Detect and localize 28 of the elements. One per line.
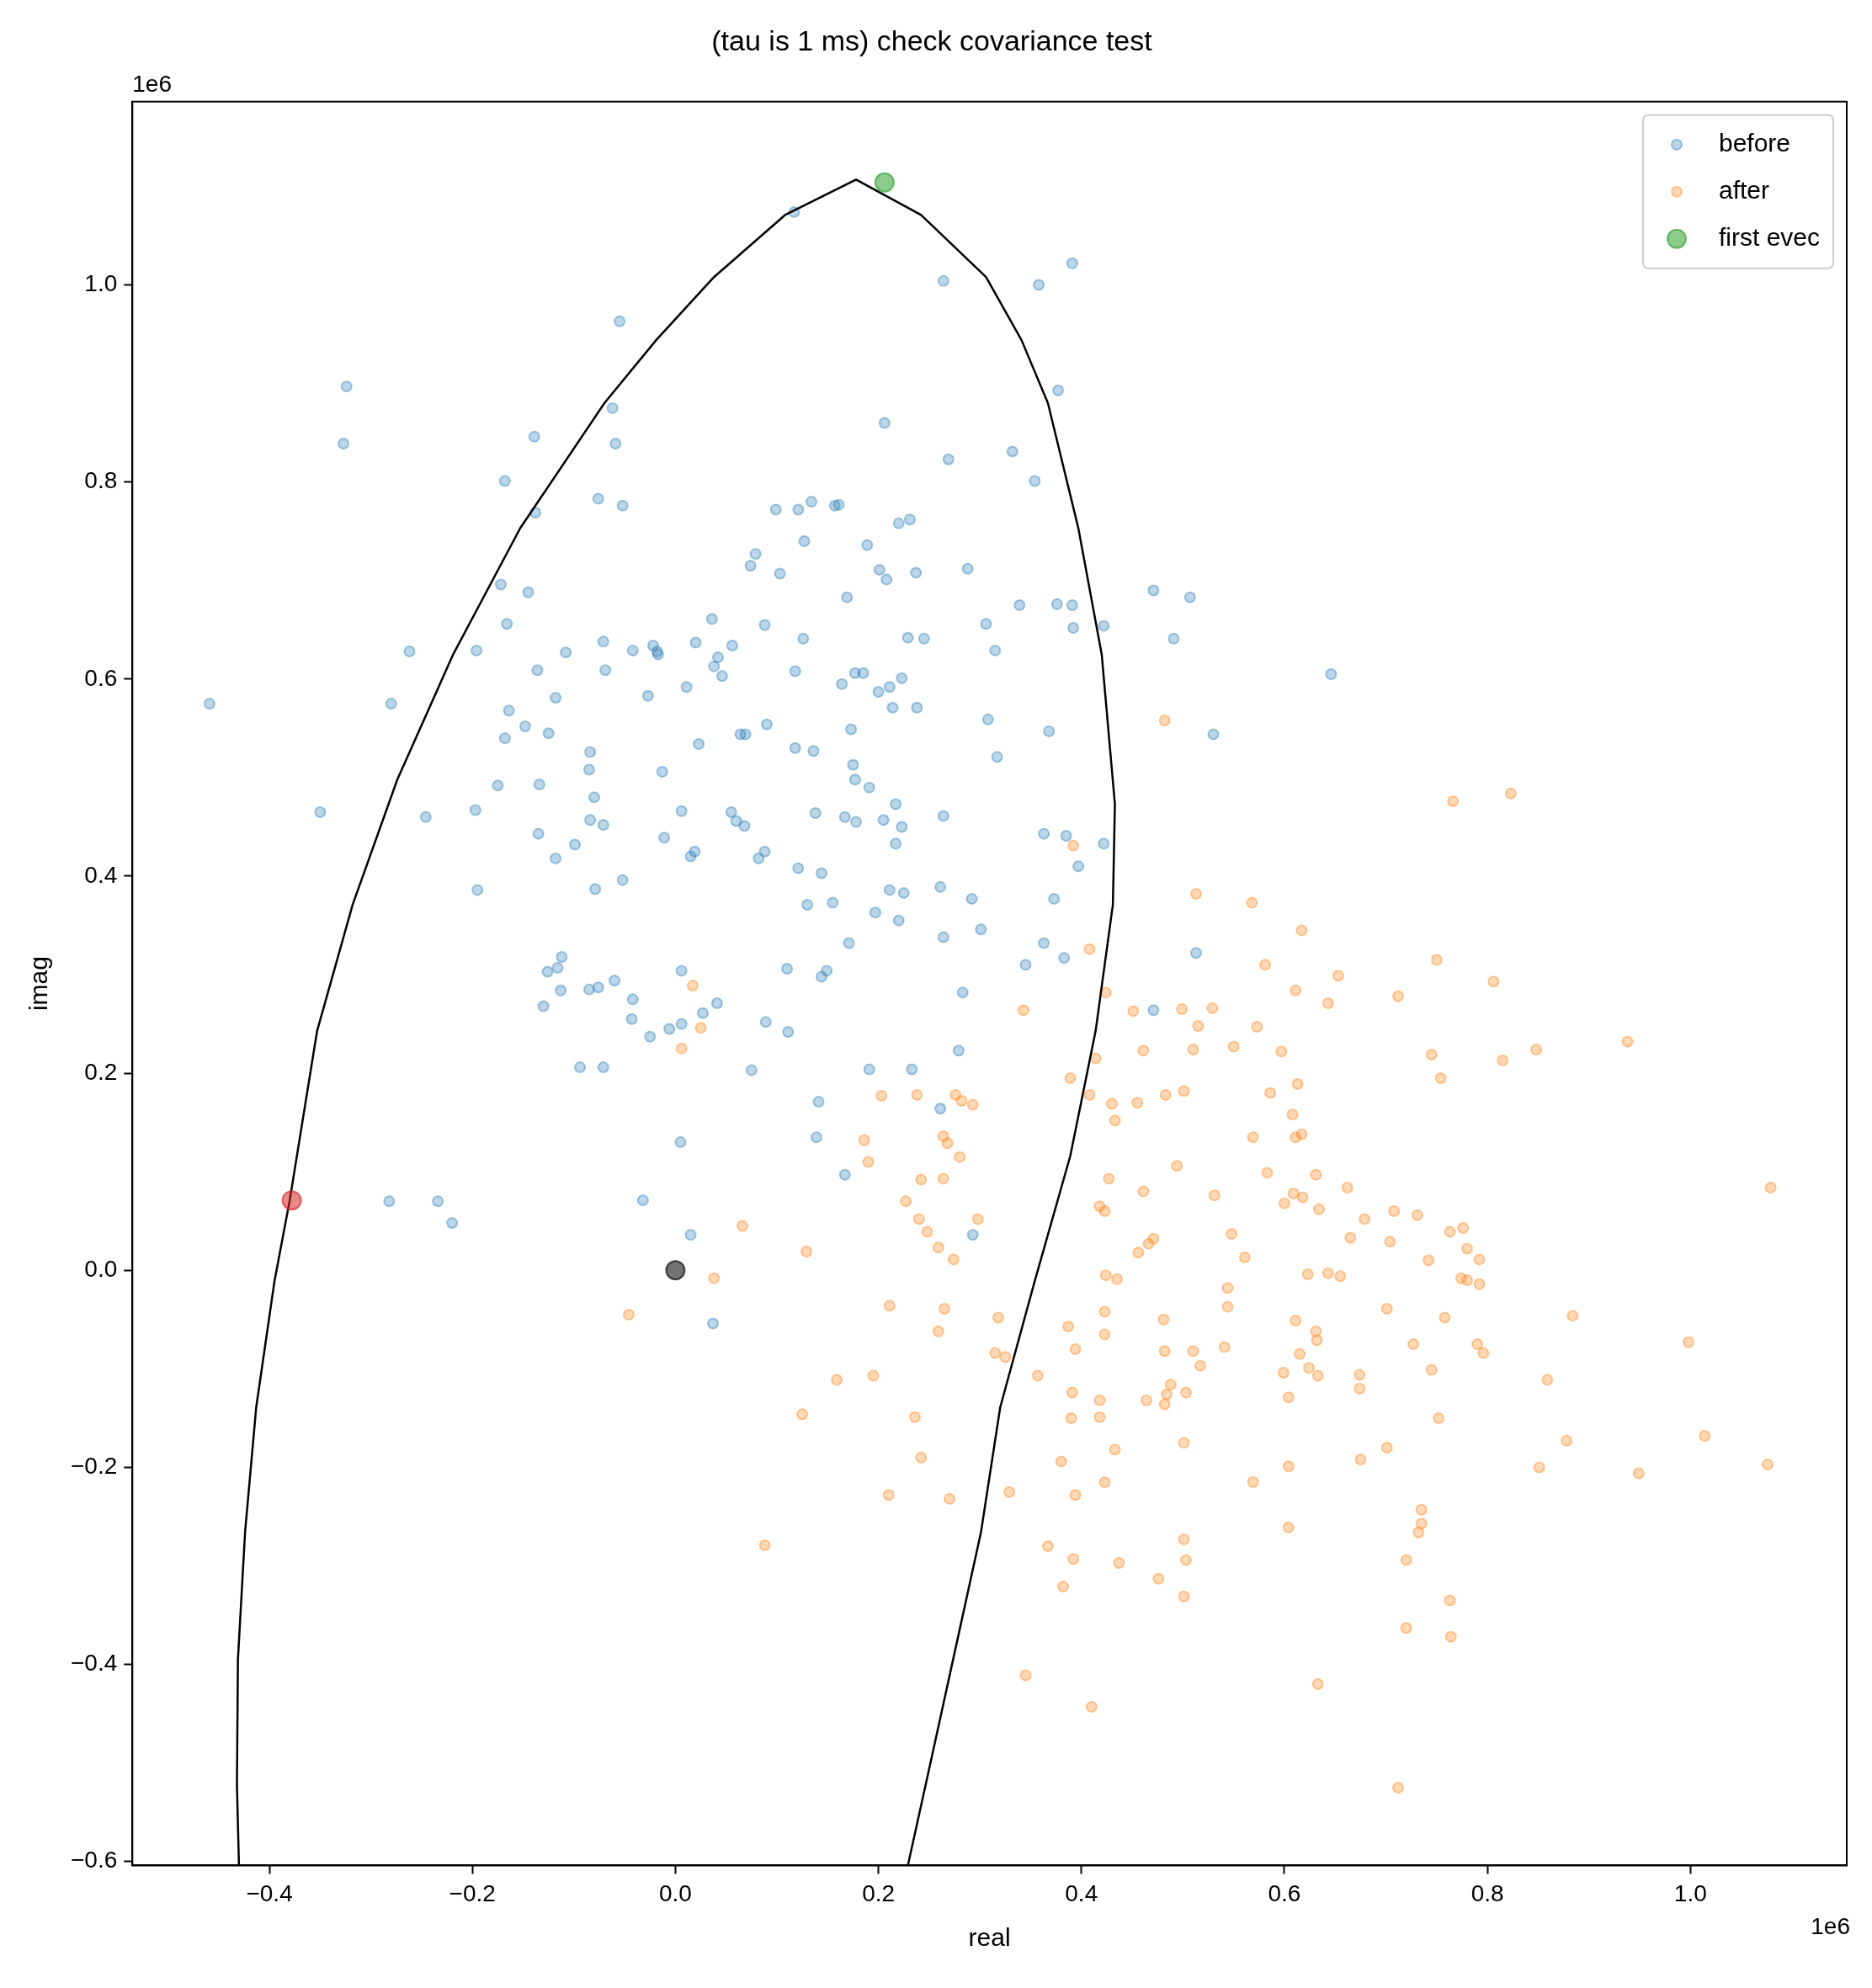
x-tick-label: 0.4 bbox=[1065, 1879, 1098, 1906]
y-tick-label: 0.0 bbox=[84, 1256, 118, 1282]
x-tick-label: −0.4 bbox=[246, 1879, 293, 1906]
text: 1e6 bbox=[132, 70, 172, 97]
point bbox=[665, 1260, 686, 1281]
x-tick-label: 0.0 bbox=[658, 1879, 692, 1906]
y-tick-label: −0.6 bbox=[70, 1847, 118, 1874]
x-tick-label: 0.6 bbox=[1268, 1879, 1301, 1906]
point bbox=[874, 172, 895, 193]
y-tick-label: −0.2 bbox=[70, 1453, 118, 1480]
x-axis-title: real bbox=[968, 1923, 1011, 1952]
text: 1e6 bbox=[1811, 1913, 1850, 1940]
y-tick-label: 1.0 bbox=[84, 270, 118, 297]
legend-label: after bbox=[1718, 176, 1770, 205]
y-tick-label: −0.4 bbox=[70, 1650, 118, 1677]
point bbox=[281, 1190, 302, 1211]
y-axis-title: imag bbox=[24, 956, 53, 1012]
y-tick-label: 0.8 bbox=[84, 467, 118, 494]
y-tick-label: 0.4 bbox=[84, 861, 118, 888]
chart-title: (tau is 1 ms) check covariance test bbox=[711, 24, 1153, 56]
x-tick-label: 0.8 bbox=[1470, 1879, 1504, 1906]
y-tick-label: 0.2 bbox=[84, 1058, 118, 1085]
x-tick-label: 1.0 bbox=[1673, 1879, 1707, 1906]
x-tick-label: 0.2 bbox=[862, 1879, 896, 1906]
legend-label: first evec bbox=[1718, 223, 1820, 252]
x-tick-label: −0.2 bbox=[449, 1879, 496, 1906]
y-tick-label: 0.6 bbox=[84, 664, 118, 691]
legend-label: before bbox=[1718, 129, 1791, 157]
